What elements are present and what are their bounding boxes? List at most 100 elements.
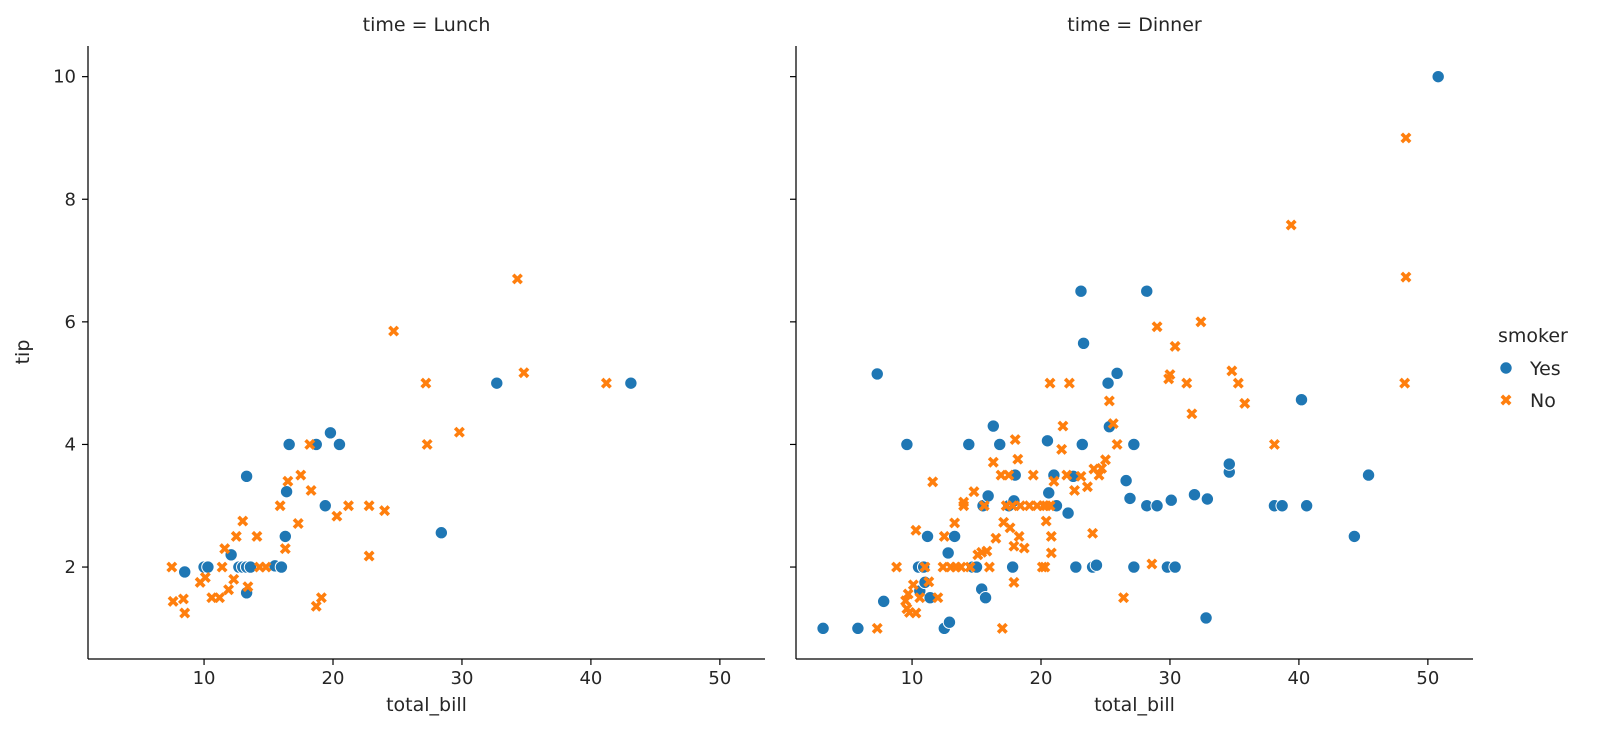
data-point-no <box>1226 365 1238 377</box>
data-point-no <box>990 532 1002 544</box>
data-point-no <box>453 426 465 438</box>
data-point-yes <box>1074 284 1088 298</box>
data-point-no <box>1063 377 1075 389</box>
data-point-no <box>902 588 914 600</box>
data-point-no <box>1103 395 1115 407</box>
data-point-yes <box>1076 336 1091 351</box>
data-point-no <box>379 505 391 517</box>
data-point-no <box>1061 469 1073 481</box>
data-point-no <box>167 595 179 607</box>
data-point-yes <box>870 367 884 381</box>
y-tick-label: 4 <box>65 434 76 455</box>
data-point-no <box>214 592 226 604</box>
x-tick-label: 20 <box>322 668 345 689</box>
data-point-no <box>1039 561 1051 573</box>
data-point-yes <box>1199 611 1213 625</box>
data-point-yes <box>986 419 1000 433</box>
data-point-no <box>216 561 228 573</box>
data-point-no <box>1012 453 1024 465</box>
data-point-no <box>910 524 922 536</box>
data-point-yes <box>1140 284 1154 298</box>
data-point-no <box>968 486 980 498</box>
data-point-no <box>1036 561 1048 573</box>
data-point-no <box>305 484 317 496</box>
data-point-no <box>923 576 935 588</box>
data-point-no <box>983 561 995 573</box>
data-point-no <box>421 438 433 450</box>
data-point-yes <box>1123 491 1137 506</box>
data-point-no <box>315 592 327 604</box>
series-no <box>166 273 612 619</box>
data-point-no <box>1040 515 1052 527</box>
data-point-yes <box>624 376 638 390</box>
data-point-yes <box>1127 560 1141 574</box>
data-point-no <box>938 530 950 542</box>
data-point-no <box>1008 576 1020 588</box>
data-point-yes <box>323 426 338 440</box>
data-point-no <box>363 500 375 512</box>
data-point-no <box>1075 470 1087 482</box>
data-point-yes <box>434 526 449 540</box>
data-point-yes <box>279 484 294 499</box>
data-point-yes <box>1431 69 1445 84</box>
data-point-no <box>1014 500 1026 512</box>
data-point-yes <box>318 499 332 513</box>
data-point-no <box>1399 377 1411 389</box>
data-point-no <box>1087 527 1099 539</box>
y-axis-label: tip <box>12 340 34 365</box>
data-point-no <box>420 377 432 389</box>
x-tick-label: 20 <box>1030 668 1053 689</box>
x-tick-label: 30 <box>451 668 474 689</box>
data-point-yes <box>851 621 865 636</box>
data-point-no <box>919 561 931 573</box>
data-point-no <box>927 476 939 488</box>
data-point-no <box>295 469 307 481</box>
data-point-yes <box>900 437 914 452</box>
data-point-yes <box>978 591 993 605</box>
x-axis-label: total_bill <box>386 694 467 716</box>
data-point-yes <box>332 437 347 452</box>
data-point-no <box>1009 434 1021 446</box>
x-tick-label: 40 <box>1287 668 1310 689</box>
data-point-yes <box>1119 473 1133 488</box>
facet-panel-lunch: time = Lunch 10 20 30 40 50 2 4 6 8 10 total_bill <box>53 14 765 716</box>
data-point-no <box>1107 418 1119 430</box>
data-point-yes <box>941 546 955 560</box>
data-point-no <box>518 367 530 379</box>
y-tick-label: 10 <box>53 67 76 88</box>
data-point-yes <box>1089 558 1104 572</box>
data-point-no <box>237 515 249 527</box>
data-point-yes <box>1075 437 1089 452</box>
data-point-no <box>1096 462 1108 474</box>
data-point-no <box>223 584 235 596</box>
data-point-no <box>166 561 178 573</box>
data-point-no <box>1044 377 1056 389</box>
data-point-yes <box>1061 506 1075 520</box>
facet-title: time = Dinner <box>1067 14 1202 36</box>
legend-label-yes: Yes <box>1529 358 1561 380</box>
data-point-no <box>511 273 523 285</box>
data-point-no <box>1057 420 1069 432</box>
data-point-no <box>1181 377 1193 389</box>
data-point-no <box>1186 408 1198 420</box>
data-point-no <box>987 456 999 468</box>
series-no <box>871 132 1412 634</box>
x-tick-label: 40 <box>579 668 602 689</box>
data-point-no <box>1164 369 1176 381</box>
data-point-no <box>1285 219 1297 231</box>
data-point-yes <box>1222 457 1236 471</box>
data-point-yes <box>942 615 957 629</box>
data-point-yes <box>274 560 289 574</box>
data-point-no <box>1045 547 1057 559</box>
data-point-no <box>343 500 354 512</box>
data-point-yes <box>1069 560 1083 574</box>
data-point-yes <box>1299 499 1314 513</box>
data-point-no <box>1195 316 1207 328</box>
data-point-no <box>1027 469 1039 481</box>
data-point-no <box>282 475 294 487</box>
data-point-no <box>1169 340 1181 352</box>
data-point-yes <box>1040 434 1055 448</box>
data-point-no <box>260 561 272 573</box>
data-point-yes <box>1361 468 1376 482</box>
